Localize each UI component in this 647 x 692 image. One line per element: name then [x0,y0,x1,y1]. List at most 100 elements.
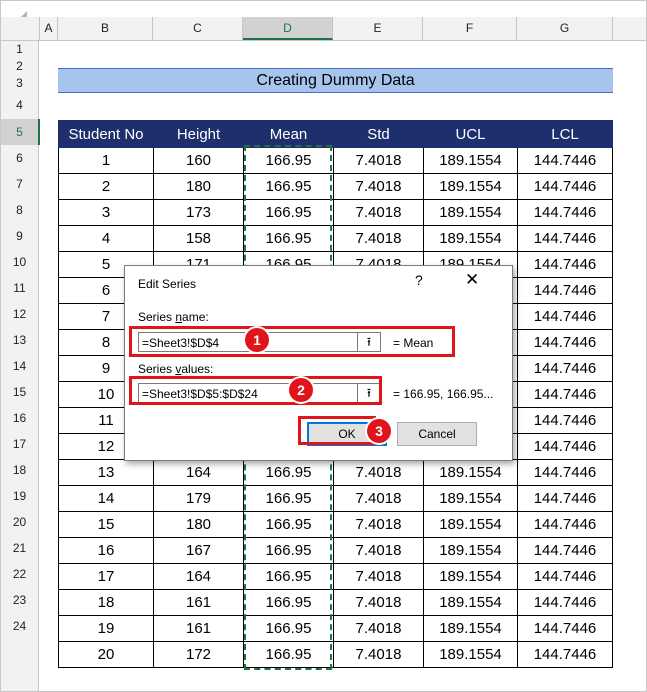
cell-std[interactable]: 7.4018 [333,589,424,616]
cell-ucl[interactable]: 189.1554 [423,485,518,512]
cell-lcl[interactable]: 144.7446 [517,329,613,356]
row-header[interactable]: 11 [13,281,26,295]
column-header-c[interactable]: C [153,17,243,40]
cell-mean[interactable]: 166.95 [243,485,334,512]
row-header[interactable]: 7 [16,177,23,191]
cell-lcl[interactable]: 144.7446 [517,459,613,486]
cell-lcl[interactable]: 144.7446 [517,511,613,538]
column-header-d[interactable]: D [243,17,333,40]
row-header[interactable]: 24 [12,619,27,633]
row-header[interactable]: 1 [16,42,23,56]
cell-student-no[interactable]: 19 [58,615,154,642]
cell-std[interactable]: 7.4018 [333,485,424,512]
cell-ucl[interactable]: 189.1554 [423,199,518,226]
row-header[interactable]: 2 [16,59,23,73]
cell-student-no[interactable]: 13 [58,459,154,486]
cell-student-no[interactable]: 18 [58,589,154,616]
cell-height[interactable]: 161 [153,589,244,616]
cell-lcl[interactable]: 144.7446 [517,303,613,330]
row-header[interactable]: 15 [12,385,27,399]
row-header[interactable]: 17 [12,437,27,451]
cell-lcl[interactable]: 144.7446 [517,589,613,616]
cell-mean[interactable]: 166.95 [243,225,334,252]
cell-height[interactable]: 158 [153,225,244,252]
cell-lcl[interactable]: 144.7446 [517,407,613,434]
cell-ucl[interactable]: 189.1554 [423,147,518,174]
cell-std[interactable]: 7.4018 [333,511,424,538]
cell-height[interactable]: 180 [153,511,244,538]
row-header[interactable]: 23 [12,593,27,607]
cell-mean[interactable]: 166.95 [243,199,334,226]
cell-ucl[interactable]: 189.1554 [423,511,518,538]
cell-lcl[interactable]: 144.7446 [517,615,613,642]
row-header[interactable]: 21 [12,541,27,555]
close-icon[interactable]: ✕ [465,270,480,289]
cell-std[interactable]: 7.4018 [333,147,424,174]
cell-std[interactable]: 7.4018 [333,225,424,252]
cell-height[interactable]: 180 [153,173,244,200]
cell-ucl[interactable]: 189.1554 [423,641,518,668]
header-height[interactable]: Height [153,120,244,148]
series-name-collapse-icon[interactable]: ⭱ [357,332,381,352]
row-header[interactable]: 10 [12,255,27,269]
cell-lcl[interactable]: 144.7446 [517,173,613,200]
cell-height[interactable]: 161 [153,615,244,642]
row-header[interactable]: 13 [12,333,27,347]
cell-lcl[interactable]: 144.7446 [517,433,613,460]
cell-std[interactable]: 7.4018 [333,173,424,200]
cell-lcl[interactable]: 144.7446 [517,225,613,252]
column-header-b[interactable]: B [58,17,153,40]
row-header[interactable]: 22 [12,567,27,581]
row-header[interactable]: 8 [16,203,23,217]
cell-ucl[interactable]: 189.1554 [423,589,518,616]
cell-mean[interactable]: 166.95 [243,459,334,486]
cell-lcl[interactable]: 144.7446 [517,381,613,408]
cell-lcl[interactable]: 144.7446 [517,641,613,668]
cell-std[interactable]: 7.4018 [333,537,424,564]
cell-ucl[interactable]: 189.1554 [423,537,518,564]
column-header-g[interactable]: G [517,17,613,40]
row-header[interactable]: 19 [12,489,27,503]
column-header-f[interactable]: F [423,17,517,40]
row-header[interactable]: 5 [1,119,40,145]
cell-lcl[interactable]: 144.7446 [517,277,613,304]
cell-student-no[interactable]: 16 [58,537,154,564]
cell-student-no[interactable]: 4 [58,225,154,252]
cell-student-no[interactable]: 20 [58,641,154,668]
cell-ucl[interactable]: 189.1554 [423,459,518,486]
cell-ucl[interactable]: 189.1554 [423,563,518,590]
cell-student-no[interactable]: 14 [58,485,154,512]
cell-mean[interactable]: 166.95 [243,563,334,590]
cell-mean[interactable]: 166.95 [243,589,334,616]
cell-ucl[interactable]: 189.1554 [423,173,518,200]
cell-mean[interactable]: 166.95 [243,147,334,174]
row-header[interactable]: 12 [12,307,27,321]
row-header[interactable]: 18 [12,463,27,477]
cell-lcl[interactable]: 144.7446 [517,251,613,278]
cell-mean[interactable]: 166.95 [243,511,334,538]
cell-lcl[interactable]: 144.7446 [517,563,613,590]
series-values-input[interactable]: =Sheet3!$D$5:$D$24 [138,383,373,403]
series-values-collapse-icon[interactable]: ⭱ [357,383,381,403]
cell-lcl[interactable]: 144.7446 [517,147,613,174]
cell-std[interactable]: 7.4018 [333,459,424,486]
help-icon[interactable]: ? [415,272,423,288]
row-header[interactable]: 9 [16,229,23,243]
cell-mean[interactable]: 166.95 [243,537,334,564]
cell-std[interactable]: 7.4018 [333,641,424,668]
header-lcl[interactable]: LCL [517,120,613,148]
header-student-no[interactable]: Student No [58,120,154,148]
cell-student-no[interactable]: 1 [58,147,154,174]
cell-ucl[interactable]: 189.1554 [423,225,518,252]
cell-std[interactable]: 7.4018 [333,563,424,590]
row-header[interactable]: 3 [16,76,23,90]
cancel-button[interactable]: Cancel [397,422,477,446]
cell-student-no[interactable]: 17 [58,563,154,590]
header-mean[interactable]: Mean [243,120,334,148]
column-header-e[interactable]: E [333,17,423,40]
row-header[interactable]: 20 [12,515,27,529]
row-header[interactable]: 16 [12,411,27,425]
cell-mean[interactable]: 166.95 [243,173,334,200]
header-std[interactable]: Std [333,120,424,148]
cell-std[interactable]: 7.4018 [333,199,424,226]
